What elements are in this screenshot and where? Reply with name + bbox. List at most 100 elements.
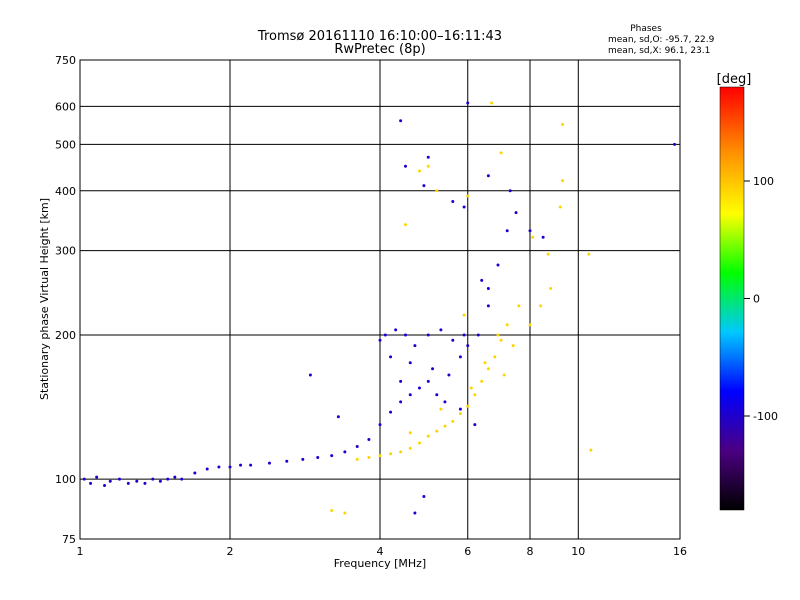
- colorbar: [719, 86, 745, 511]
- data-point-x-mode: [511, 344, 515, 348]
- data-point-o-mode: [378, 423, 382, 427]
- data-point-o-mode: [399, 400, 403, 404]
- data-point-o-mode: [466, 344, 470, 348]
- colorbar-label: [deg]: [717, 72, 752, 87]
- data-point-x-mode: [355, 457, 359, 461]
- data-point-x-mode: [473, 393, 477, 397]
- data-point-x-mode: [451, 419, 455, 423]
- chart-title: Tromsø 20161110 16:10:00–16:11:43: [257, 29, 502, 44]
- data-point-o-mode: [422, 184, 426, 188]
- data-point-o-mode: [413, 344, 417, 348]
- data-point-x-mode: [480, 379, 484, 383]
- data-point-o-mode: [108, 479, 112, 483]
- data-point-o-mode: [528, 229, 532, 233]
- data-point-o-mode: [435, 393, 439, 397]
- data-point-x-mode: [408, 446, 412, 450]
- data-point-o-mode: [89, 481, 93, 485]
- data-point-x-mode: [417, 169, 421, 173]
- data-point-x-mode: [483, 361, 487, 365]
- data-point-o-mode: [173, 475, 177, 479]
- stats-o-mode: mean, sd,O: -95.7, 22.9: [608, 35, 715, 45]
- y-axis-label: Stationary phase Virtual Height [km]: [38, 198, 51, 400]
- data-point-o-mode: [308, 373, 312, 377]
- x-tick-label: 2: [227, 545, 234, 558]
- data-point-x-mode: [343, 511, 347, 515]
- data-point-x-mode: [435, 189, 439, 193]
- data-point-x-mode: [443, 424, 447, 428]
- stats-x-mode: mean, sd,X: 96.1, 23.1: [608, 46, 710, 56]
- data-point-x-mode: [367, 455, 371, 459]
- data-point-o-mode: [151, 477, 155, 481]
- data-point-x-mode: [439, 407, 443, 411]
- data-point-o-mode: [439, 328, 443, 332]
- data-point-o-mode: [217, 465, 221, 469]
- data-point-o-mode: [285, 459, 289, 463]
- data-point-o-mode: [413, 511, 417, 515]
- data-point-o-mode: [496, 263, 500, 267]
- data-point-o-mode: [431, 367, 435, 371]
- data-point-o-mode: [205, 467, 209, 471]
- x-tick-label: 1: [77, 545, 84, 558]
- y-tick-label: 750: [55, 54, 76, 67]
- data-point-x-mode: [502, 373, 506, 377]
- data-point-o-mode: [476, 333, 480, 337]
- plot-frame: [79, 59, 681, 540]
- data-point-o-mode: [267, 461, 271, 465]
- x-tick-labels: 1 2 4 6 8 10 16: [77, 545, 688, 558]
- data-point-o-mode: [451, 199, 455, 203]
- x-tick-label: 4: [377, 545, 384, 558]
- data-point-x-mode: [539, 304, 543, 308]
- x-tick-label: 8: [527, 545, 534, 558]
- data-point-o-mode: [403, 333, 407, 337]
- stats-heading: Phases: [630, 24, 662, 34]
- data-point-o-mode: [383, 333, 387, 337]
- data-point-x-mode: [435, 429, 439, 433]
- data-point-x-mode: [561, 179, 565, 183]
- y-tick-label: 100: [55, 473, 76, 486]
- colorbar-ticks: 100 0 -100: [744, 175, 778, 423]
- data-point-x-mode: [458, 412, 462, 416]
- data-point-x-mode: [505, 323, 509, 327]
- data-point-x-mode: [546, 252, 550, 256]
- data-point-o-mode: [480, 278, 484, 282]
- data-point-x-mode: [330, 509, 334, 513]
- data-point-o-mode: [486, 287, 490, 291]
- colorbar-tick-label: -100: [753, 410, 778, 423]
- y-tick-label: 400: [55, 185, 76, 198]
- chart-subtitle: RwPretec (8p): [334, 42, 425, 57]
- data-point-o-mode: [473, 423, 477, 427]
- data-point-o-mode: [451, 338, 455, 342]
- data-point-o-mode: [447, 373, 451, 377]
- colorbar-tick-label: 100: [753, 175, 774, 188]
- y-tick-labels: 75 100 200 300 400 500 600 750: [55, 54, 76, 546]
- data-point-o-mode: [399, 119, 403, 123]
- data-point-o-mode: [541, 235, 545, 239]
- data-point-o-mode: [330, 454, 334, 458]
- data-point-x-mode: [466, 194, 470, 198]
- scatter-points: [82, 101, 677, 515]
- data-point-o-mode: [403, 164, 407, 168]
- data-point-o-mode: [408, 361, 412, 365]
- data-point-x-mode: [399, 450, 403, 454]
- plot-grid: [80, 60, 680, 539]
- data-point-o-mode: [458, 355, 462, 359]
- data-point-o-mode: [422, 494, 426, 498]
- data-point-x-mode: [589, 448, 593, 452]
- data-point-o-mode: [103, 483, 107, 487]
- data-point-x-mode: [490, 101, 494, 105]
- data-point-o-mode: [249, 463, 253, 467]
- data-point-o-mode: [394, 328, 398, 332]
- data-point-o-mode: [426, 333, 430, 337]
- data-point-x-mode: [587, 252, 591, 256]
- data-point-o-mode: [466, 101, 470, 105]
- y-tick-label: 300: [55, 245, 76, 258]
- data-point-x-mode: [531, 235, 535, 239]
- data-point-o-mode: [462, 333, 466, 337]
- data-point-o-mode: [505, 229, 509, 233]
- data-point-x-mode: [558, 205, 562, 209]
- data-point-o-mode: [228, 465, 232, 469]
- data-point-x-mode: [528, 323, 532, 327]
- data-point-x-mode: [469, 386, 473, 390]
- data-point-o-mode: [367, 438, 371, 442]
